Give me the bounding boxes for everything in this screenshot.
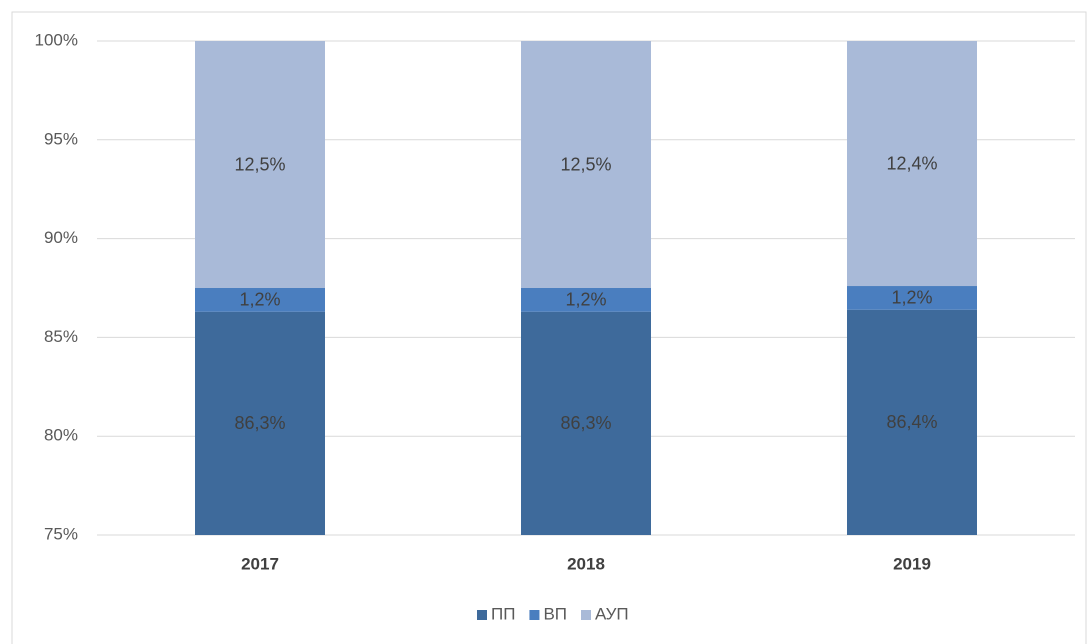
data-label: 86,3% — [234, 413, 285, 433]
data-label: 12,5% — [234, 154, 285, 174]
legend-label: АУП — [595, 604, 629, 623]
data-label: 1,2% — [565, 290, 606, 310]
bar-segment — [195, 311, 325, 535]
data-label: 86,3% — [560, 413, 611, 433]
legend-swatch — [477, 610, 487, 620]
bar-segment — [195, 41, 325, 288]
data-label: 1,2% — [239, 290, 280, 310]
x-tick-label: 2017 — [241, 554, 279, 573]
bar-segment — [847, 286, 977, 310]
data-label: 1,2% — [891, 288, 932, 308]
legend-swatch — [529, 610, 540, 620]
y-tick-label: 85% — [44, 327, 78, 346]
legend-swatch — [581, 610, 591, 620]
data-label: 12,5% — [560, 154, 611, 174]
legend-label: ВП — [543, 604, 567, 623]
data-label: 86,4% — [886, 412, 937, 432]
bar-segment — [521, 41, 651, 288]
bar-segment — [847, 309, 977, 535]
bar-segment — [847, 41, 977, 287]
bar-segment — [521, 311, 651, 535]
legend-label: ПП — [491, 604, 515, 623]
y-tick-label: 95% — [44, 129, 78, 148]
x-tick-label: 2018 — [567, 554, 605, 573]
x-tick-label: 2019 — [893, 554, 931, 573]
y-tick-label: 90% — [44, 228, 78, 247]
bar-segment — [521, 288, 651, 312]
chart-frame — [11, 11, 1087, 644]
y-tick-label: 100% — [35, 30, 78, 49]
bar-segment — [195, 288, 325, 312]
data-label: 12,4% — [886, 153, 937, 173]
y-tick-label: 80% — [44, 426, 78, 445]
y-tick-label: 75% — [44, 524, 78, 543]
